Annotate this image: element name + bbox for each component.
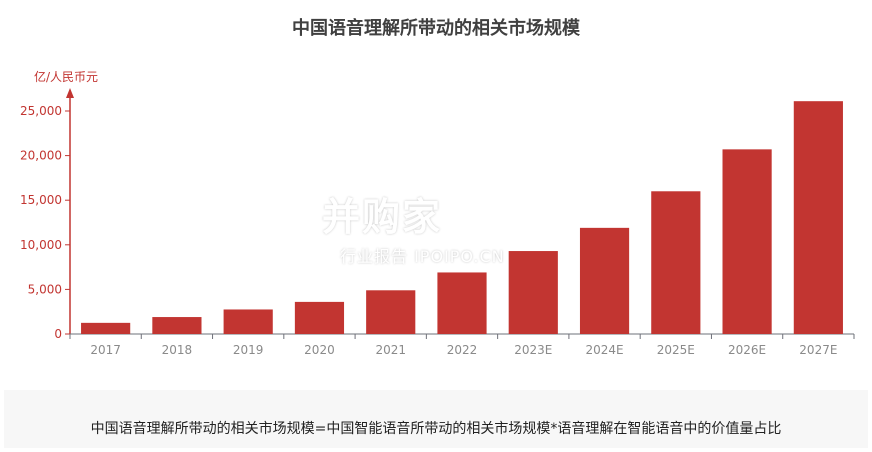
formula-text: 中国语音理解所带动的相关市场规模=中国智能语音所带动的相关市场规模*语音理解在智… bbox=[90, 421, 782, 437]
bar-2018 bbox=[152, 317, 202, 334]
bar-2027E bbox=[793, 101, 843, 334]
bar-2022 bbox=[437, 272, 487, 334]
x-tick-label: 2024E bbox=[585, 343, 623, 357]
y-tick-label: 25,000 bbox=[20, 104, 62, 118]
bar-2019 bbox=[223, 309, 273, 334]
bar-2024E bbox=[579, 227, 630, 334]
y-axis-unit-label: 亿/人民币元 bbox=[34, 69, 98, 84]
y-tick-label: 0 bbox=[54, 327, 62, 341]
bar-2023E bbox=[508, 251, 558, 334]
x-tick-label: 2026E bbox=[728, 343, 766, 357]
x-tick-label: 2019 bbox=[233, 343, 264, 357]
bar-2026E bbox=[722, 149, 772, 334]
y-tick-label: 5,000 bbox=[28, 282, 62, 296]
y-axis-arrow bbox=[66, 88, 74, 98]
x-tick-label: 2027E bbox=[799, 343, 837, 357]
x-tick-label: 2025E bbox=[657, 343, 695, 357]
bar-2017 bbox=[81, 322, 131, 334]
formula-box: 中国语音理解所带动的相关市场规模=中国智能语音所带动的相关市场规模*语音理解在智… bbox=[4, 390, 868, 448]
x-tick-label: 2017 bbox=[90, 343, 121, 357]
y-tick-label: 20,000 bbox=[20, 149, 62, 163]
x-tick-label: 2021 bbox=[375, 343, 406, 357]
y-tick-label: 10,000 bbox=[20, 238, 62, 252]
x-tick-label: 2023E bbox=[514, 343, 552, 357]
y-axis: 0 5,000 10,000 15,000 20,000 25,000 bbox=[20, 88, 74, 341]
bars bbox=[81, 101, 843, 334]
bar-2020 bbox=[294, 301, 345, 334]
x-tick-label: 2022 bbox=[447, 343, 478, 357]
x-tick-label: 2020 bbox=[304, 343, 335, 357]
chart-title: 中国语音理解所带动的相关市场规模 bbox=[292, 18, 580, 39]
y-tick-label: 15,000 bbox=[20, 193, 62, 207]
bar-2021 bbox=[366, 290, 416, 334]
x-axis: 2017 2018 2019 2020 2021 2022 2023E 2024E 2025E 2… bbox=[69, 333, 855, 357]
bar-2025E bbox=[651, 191, 701, 334]
x-tick-label: 2018 bbox=[162, 343, 193, 357]
